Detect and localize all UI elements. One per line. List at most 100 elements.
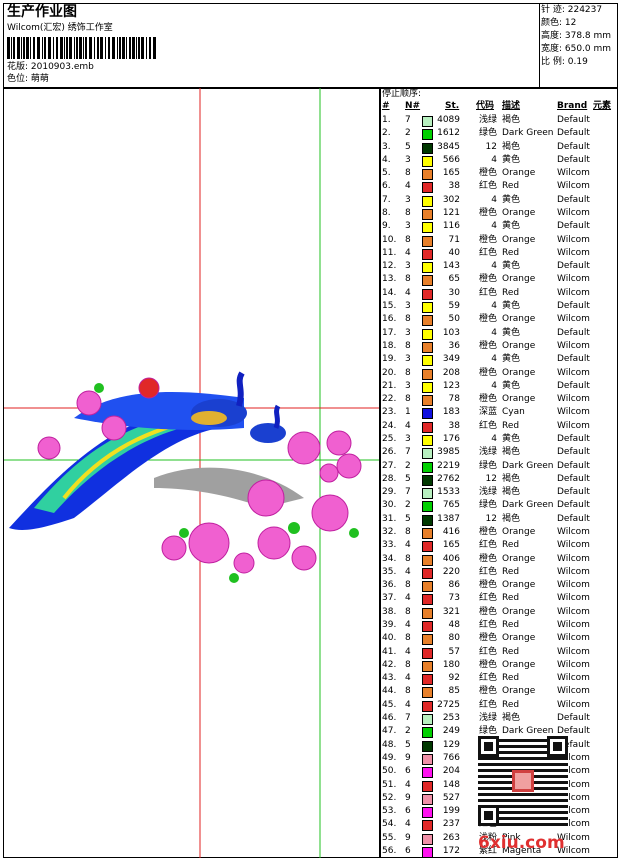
pattern bbox=[514, 763, 517, 766]
code: 绿色 bbox=[478, 726, 497, 737]
swatch bbox=[422, 554, 433, 566]
stitches: 349 bbox=[442, 354, 460, 365]
pattern bbox=[544, 805, 547, 808]
needle: 8 bbox=[405, 340, 411, 351]
pattern bbox=[478, 775, 481, 778]
pattern bbox=[502, 757, 505, 760]
pattern bbox=[511, 751, 514, 754]
row-number: 1. bbox=[382, 115, 391, 125]
pattern bbox=[514, 739, 517, 742]
pattern bbox=[499, 817, 502, 820]
swatch bbox=[422, 368, 433, 380]
pattern bbox=[484, 787, 487, 790]
description: Orange bbox=[502, 208, 536, 219]
pattern bbox=[532, 805, 535, 808]
description: Orange bbox=[502, 686, 536, 697]
pattern bbox=[565, 793, 568, 796]
needle: 4 bbox=[405, 673, 411, 684]
row-number: 42. bbox=[382, 659, 397, 670]
description: Orange bbox=[502, 580, 536, 591]
brand: Default bbox=[557, 354, 590, 365]
swatch bbox=[422, 647, 433, 659]
row-number: 40. bbox=[382, 633, 397, 644]
pattern bbox=[508, 757, 511, 760]
code: 橙色 bbox=[478, 340, 497, 351]
pattern bbox=[556, 799, 559, 802]
pattern bbox=[529, 793, 532, 796]
pattern bbox=[496, 775, 499, 778]
swatch bbox=[422, 355, 433, 367]
row-number: 28. bbox=[382, 473, 397, 484]
needle: 8 bbox=[405, 553, 411, 564]
brand: Default bbox=[557, 115, 590, 125]
pattern bbox=[117, 37, 118, 59]
pattern bbox=[532, 811, 535, 814]
description: Red bbox=[502, 673, 520, 684]
pattern bbox=[484, 775, 487, 778]
pattern bbox=[529, 805, 532, 808]
pattern bbox=[517, 745, 520, 748]
pattern bbox=[523, 739, 526, 742]
description: Orange bbox=[502, 553, 536, 564]
pattern bbox=[526, 739, 529, 742]
pattern bbox=[538, 793, 541, 796]
pattern bbox=[526, 799, 529, 802]
pattern bbox=[529, 763, 532, 766]
pattern bbox=[547, 763, 550, 766]
stitches: 30 bbox=[448, 287, 460, 298]
stitches: 1612 bbox=[437, 128, 460, 139]
row-number: 54. bbox=[382, 819, 397, 830]
pattern bbox=[529, 799, 532, 802]
brand: Wilcom bbox=[557, 340, 590, 351]
pattern bbox=[550, 787, 553, 790]
pattern bbox=[85, 37, 87, 59]
swatch bbox=[422, 155, 433, 167]
pattern bbox=[496, 793, 499, 796]
row-number: 51. bbox=[382, 779, 397, 790]
swatch bbox=[422, 474, 433, 486]
pattern bbox=[535, 781, 538, 784]
swatch bbox=[422, 262, 433, 274]
pattern bbox=[100, 37, 103, 59]
stitches: 199 bbox=[442, 806, 460, 817]
info-line: 高度: 378.8 mm bbox=[541, 31, 612, 41]
pattern bbox=[146, 37, 147, 59]
swatch bbox=[422, 222, 433, 234]
pattern bbox=[538, 745, 541, 748]
code: 橙色 bbox=[478, 234, 497, 245]
needle: 4 bbox=[405, 566, 411, 577]
stitches: 50 bbox=[448, 314, 460, 325]
stitches: 165 bbox=[442, 540, 460, 551]
pattern bbox=[520, 739, 523, 742]
pattern bbox=[544, 811, 547, 814]
pattern bbox=[538, 781, 541, 784]
pattern bbox=[532, 751, 535, 754]
description: 褐色 bbox=[502, 713, 521, 724]
pattern bbox=[499, 781, 502, 784]
swatch bbox=[422, 182, 433, 194]
pattern bbox=[562, 763, 565, 766]
pattern bbox=[37, 37, 40, 59]
description: Magenta bbox=[502, 845, 542, 856]
pattern bbox=[544, 739, 547, 742]
pattern bbox=[535, 805, 538, 808]
pattern bbox=[493, 757, 496, 760]
needle: 4 bbox=[405, 287, 411, 298]
swatch bbox=[422, 767, 433, 779]
pattern bbox=[523, 763, 526, 766]
stitches: 80 bbox=[448, 633, 460, 644]
pattern bbox=[565, 787, 568, 790]
pattern bbox=[505, 745, 508, 748]
swatch bbox=[422, 780, 433, 792]
pattern bbox=[535, 811, 538, 814]
pattern bbox=[538, 769, 541, 772]
row-number: 46. bbox=[382, 713, 397, 724]
needle: 8 bbox=[405, 168, 411, 179]
column-header: St. bbox=[445, 101, 460, 111]
pattern bbox=[53, 37, 54, 59]
swatch bbox=[422, 315, 433, 327]
stitches: 237 bbox=[442, 819, 460, 830]
pattern bbox=[511, 757, 514, 760]
stitches: 416 bbox=[442, 526, 460, 537]
pattern bbox=[565, 805, 568, 808]
